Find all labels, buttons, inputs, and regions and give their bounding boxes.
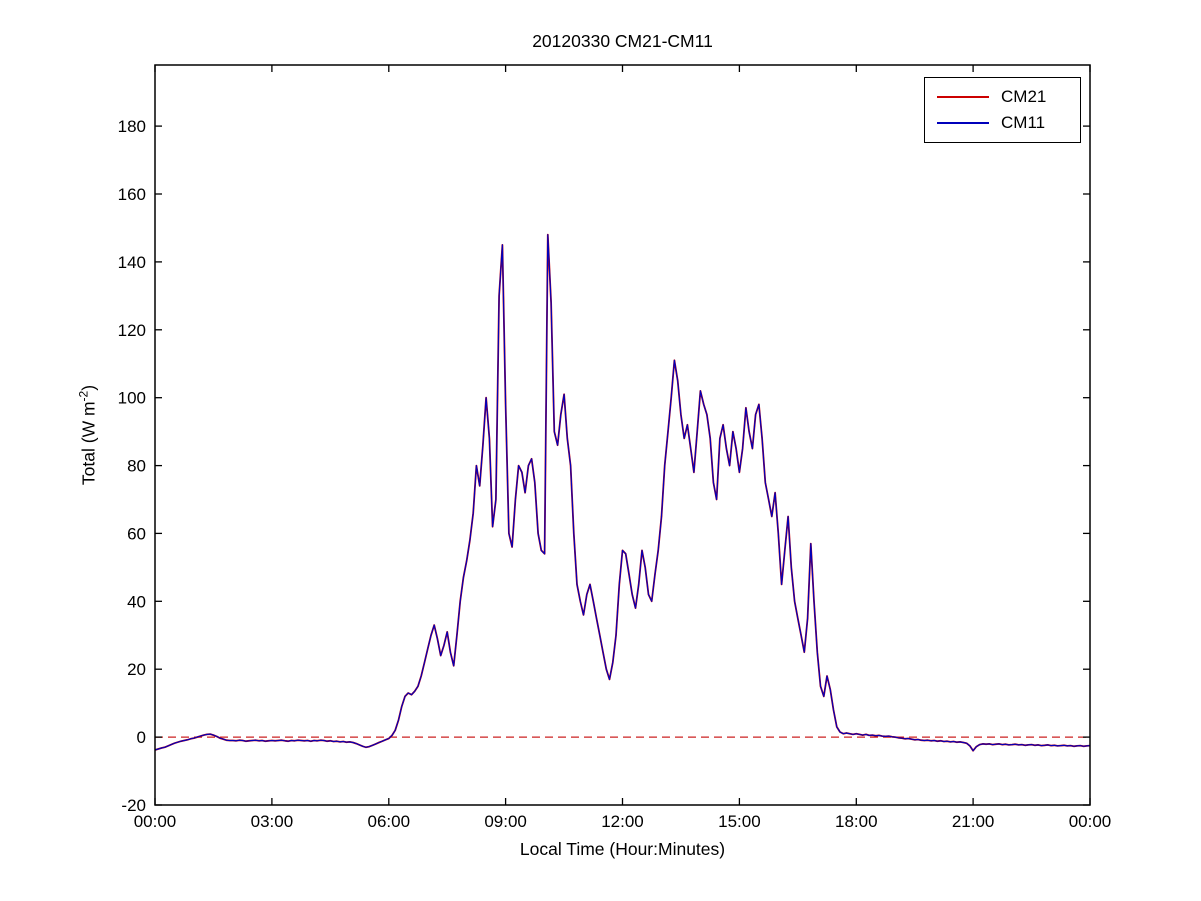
legend-label: CM21	[1001, 87, 1047, 106]
legend-entry: CM11	[925, 110, 1080, 136]
svg-text:00:00: 00:00	[1069, 812, 1112, 831]
svg-text:40: 40	[127, 592, 146, 611]
svg-text:06:00: 06:00	[368, 812, 411, 831]
svg-text:160: 160	[118, 185, 146, 204]
svg-text:18:00: 18:00	[835, 812, 878, 831]
svg-text:03:00: 03:00	[251, 812, 294, 831]
cm11-line-sample-icon	[937, 122, 989, 124]
svg-text:20: 20	[127, 660, 146, 679]
y-axis-label-text: Total (W m	[78, 401, 99, 486]
legend-label: CM11	[1001, 113, 1046, 132]
y-axis-label: Total (W m-2)	[77, 385, 100, 485]
y-axis-label-exponent: -2	[76, 390, 91, 402]
svg-text:09:00: 09:00	[484, 812, 527, 831]
legend-entry: CM21	[925, 84, 1080, 110]
svg-text:0: 0	[137, 728, 146, 747]
svg-text:180: 180	[118, 117, 146, 136]
svg-text:12:00: 12:00	[601, 812, 644, 831]
svg-text:140: 140	[118, 253, 146, 272]
x-axis-label: Local Time (Hour:Minutes)	[519, 839, 726, 859]
cm21-line-sample-icon	[937, 96, 989, 98]
legend-box: CM21 CM11	[924, 77, 1081, 143]
svg-text:-20: -20	[121, 796, 146, 815]
svg-text:100: 100	[118, 389, 146, 408]
svg-text:80: 80	[127, 457, 146, 476]
svg-text:15:00: 15:00	[718, 812, 761, 831]
chart-title: 20120330 CM21-CM11	[532, 31, 713, 51]
svg-text:21:00: 21:00	[952, 812, 995, 831]
svg-text:00:00: 00:00	[134, 812, 177, 831]
svg-text:60: 60	[127, 524, 146, 543]
y-axis-label-suffix: )	[78, 384, 99, 391]
svg-text:120: 120	[118, 321, 146, 340]
